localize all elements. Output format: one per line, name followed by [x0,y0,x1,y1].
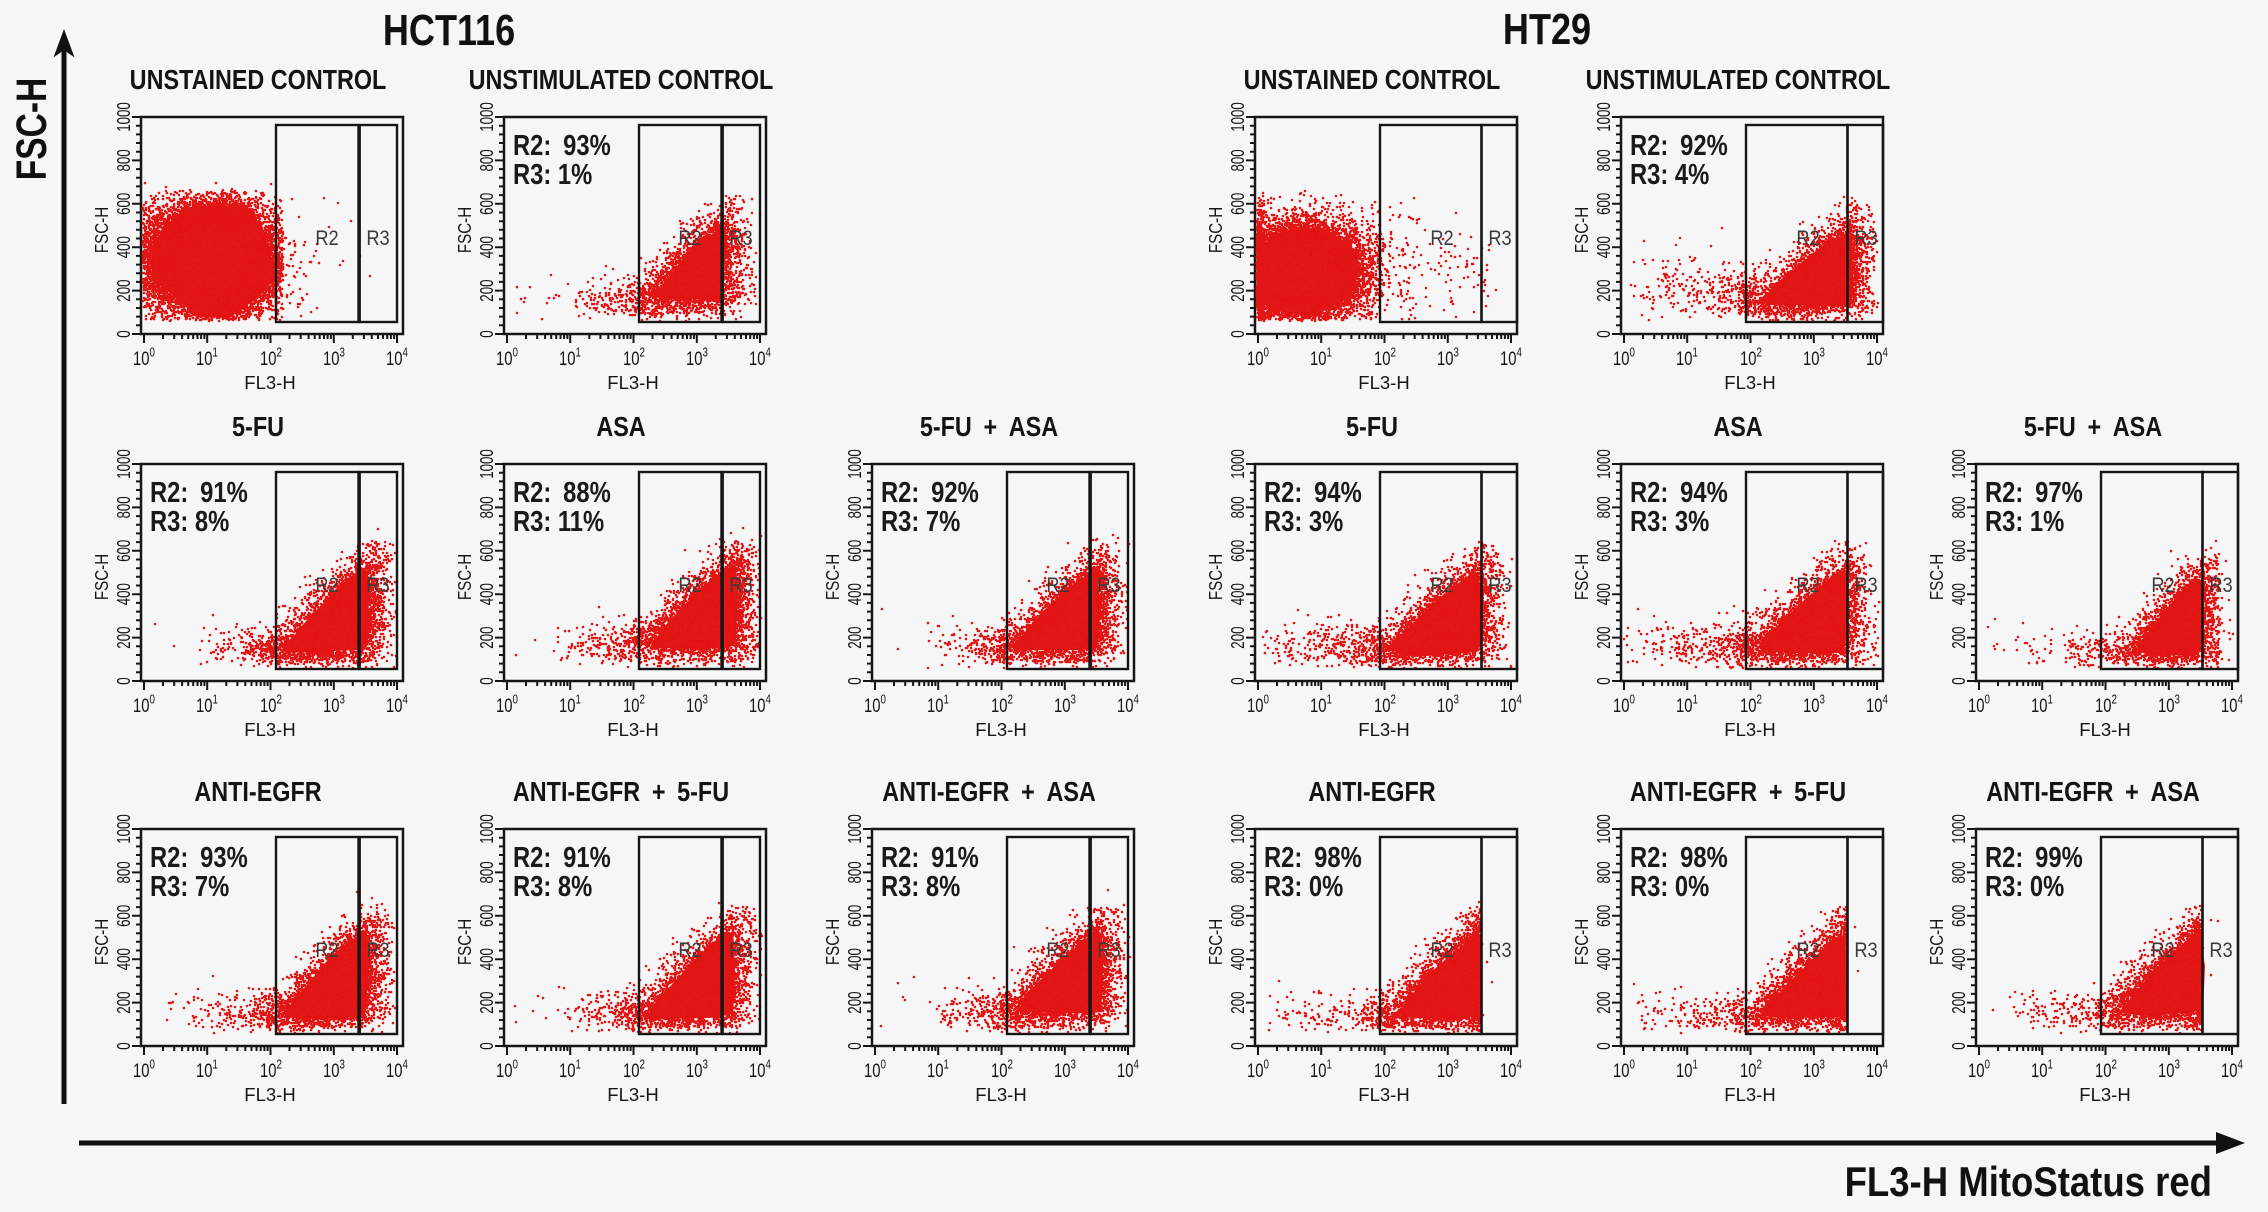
svg-text:R2: 97%: R2: 97% [1985,476,2083,509]
svg-text:R3: 4%: R3: 4% [1630,158,1709,191]
svg-text:ANTI-EGFR: ANTI-EGFR [1308,777,1435,807]
svg-text:UNSTIMULATED CONTROL: UNSTIMULATED CONTROL [1586,65,1891,95]
svg-text:UNSTIMULATED CONTROL: UNSTIMULATED CONTROL [469,65,774,95]
svg-text:ANTI-EGFR: ANTI-EGFR [194,777,321,807]
svg-text:HT29: HT29 [1503,5,1591,54]
svg-text:R2: 91%: R2: 91% [150,476,248,509]
svg-text:R2: 94%: R2: 94% [1630,476,1728,509]
svg-text:R3: 11%: R3: 11% [513,505,604,538]
svg-text:R2: 98%: R2: 98% [1630,841,1728,874]
svg-text:R2: 88%: R2: 88% [513,476,611,509]
svg-text:ANTI-EGFR + ASA: ANTI-EGFR + ASA [1986,777,2200,807]
svg-text:ANTI-EGFR + 5-FU: ANTI-EGFR + 5-FU [1630,777,1846,807]
svg-text:R2: 98%: R2: 98% [1264,841,1362,874]
svg-text:FSC-H: FSC-H [8,78,56,180]
svg-text:5-FU: 5-FU [232,412,284,442]
svg-text:ANTI-EGFR + ASA: ANTI-EGFR + ASA [882,777,1096,807]
svg-text:HCT116: HCT116 [383,6,515,55]
svg-text:R3: 0%: R3: 0% [1630,870,1709,903]
svg-text:R3: 1%: R3: 1% [513,158,592,191]
svg-text:R2: 93%: R2: 93% [150,841,248,874]
svg-text:5-FU: 5-FU [1346,412,1398,442]
svg-text:R3: 7%: R3: 7% [150,870,229,903]
svg-text:R2: 93%: R2: 93% [513,129,611,162]
svg-text:5-FU + ASA: 5-FU + ASA [920,412,1058,442]
svg-text:UNSTAINED CONTROL: UNSTAINED CONTROL [130,65,387,95]
svg-text:R2: 99%: R2: 99% [1985,841,2083,874]
svg-text:R3: 8%: R3: 8% [513,870,592,903]
svg-text:ASA: ASA [1713,412,1762,442]
svg-text:ASA: ASA [596,412,645,442]
svg-text:R2: 92%: R2: 92% [1630,129,1728,162]
svg-text:UNSTAINED CONTROL: UNSTAINED CONTROL [1244,65,1501,95]
svg-text:R3: 8%: R3: 8% [881,870,960,903]
svg-text:R2: 91%: R2: 91% [881,841,979,874]
svg-text:R3: 0%: R3: 0% [1985,870,2064,903]
svg-text:R3: 7%: R3: 7% [881,505,960,538]
svg-text:FL3-H MitoStatus red: FL3-H MitoStatus red [1845,1159,2212,1206]
svg-text:R3: 3%: R3: 3% [1630,505,1709,538]
svg-text:5-FU + ASA: 5-FU + ASA [2024,412,2162,442]
svg-text:R3: 8%: R3: 8% [150,505,229,538]
svg-text:R2: 94%: R2: 94% [1264,476,1362,509]
svg-text:ANTI-EGFR + 5-FU: ANTI-EGFR + 5-FU [513,777,729,807]
svg-text:R2: 91%: R2: 91% [513,841,611,874]
svg-text:R3: 3%: R3: 3% [1264,505,1343,538]
svg-text:R2: 92%: R2: 92% [881,476,979,509]
svg-text:R3: 0%: R3: 0% [1264,870,1343,903]
svg-text:R3: 1%: R3: 1% [1985,505,2064,538]
